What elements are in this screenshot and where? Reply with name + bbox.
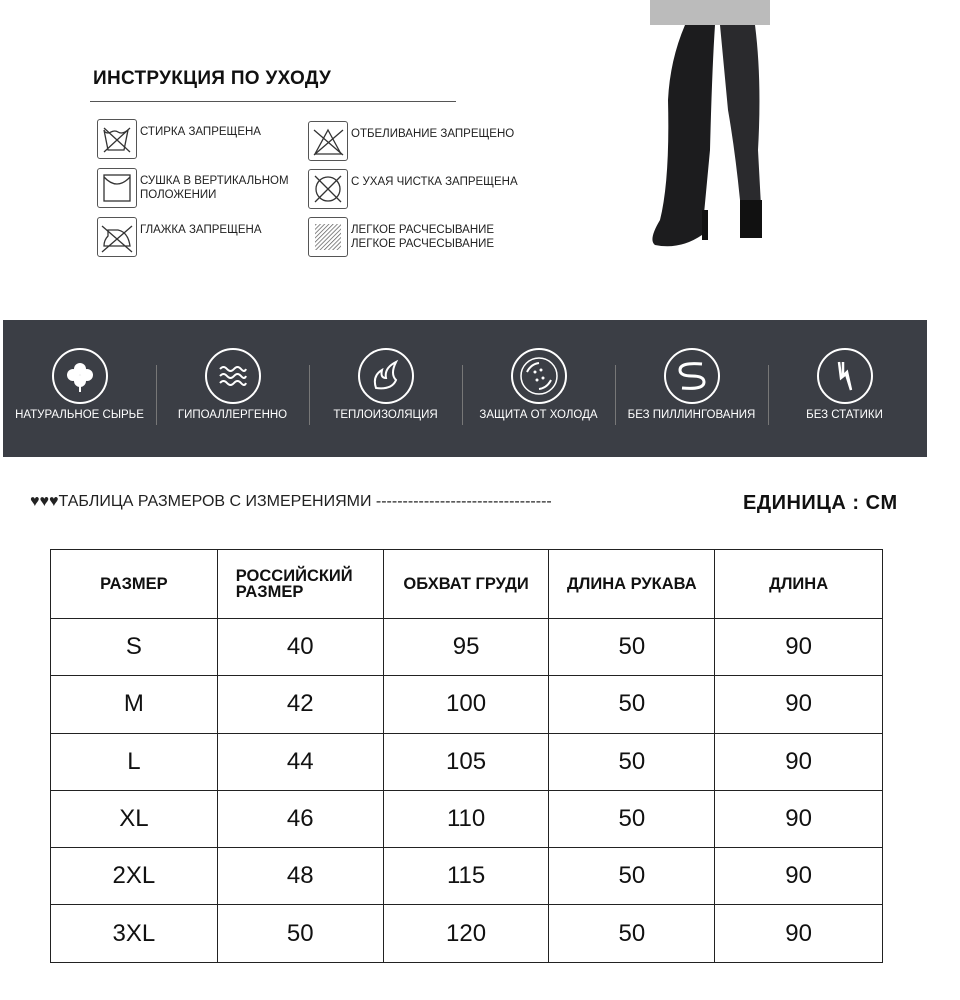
- table-cell: 50: [548, 904, 716, 963]
- table-cell: 50: [548, 617, 716, 677]
- feature-item: НАТУРАЛЬНОЕ СЫРЬЕ: [3, 320, 156, 457]
- table-cell: 90: [714, 904, 883, 963]
- feature-item: БЕЗ СТАТИКИ: [768, 320, 921, 457]
- feature-item: ГИПОАЛЛЕРГЕННО: [156, 320, 309, 457]
- divider: [90, 101, 456, 102]
- table-cell: 110: [382, 789, 550, 849]
- table-cell: 3XL: [50, 904, 218, 963]
- no-dry-clean-icon: [308, 169, 348, 209]
- table-cell: L: [50, 732, 218, 791]
- care-label: ОТБЕЛИВАНИЕ ЗАПРЕЩЕНО: [351, 128, 515, 140]
- divider: [462, 365, 463, 425]
- divider: [156, 365, 157, 425]
- table-cell: 90: [714, 617, 883, 677]
- waves-icon: [204, 348, 261, 404]
- care-item: ОТБЕЛИВАНИЕ ЗАПРЕЩЕНО: [308, 121, 514, 161]
- no-iron-icon: [97, 217, 137, 257]
- table-cell: 50: [548, 732, 716, 791]
- feature-item: БЕЗ ПИЛЛИНГОВАНИЯ: [615, 320, 768, 457]
- table-cell: 44: [216, 732, 384, 791]
- table-cell: 2XL: [50, 847, 218, 906]
- table-cell: 90: [714, 847, 883, 906]
- column-header: ОБХВАТ ГРУДИ: [382, 549, 550, 619]
- table-row: M 42 100 50 90: [50, 675, 883, 734]
- column-header: ДЛИНА: [714, 549, 883, 619]
- feature-item: ЗАЩИТА ОТ ХОЛОДА: [462, 320, 615, 457]
- care-item: ЛЕГКОЕ РАСЧЕСЫВАНИЕ ЛЕГКОЕ РАСЧЕСЫВАНИЕ: [308, 217, 494, 257]
- table-row: S 40 95 50 90: [50, 617, 883, 677]
- table-cell: 105: [382, 732, 550, 791]
- column-header: ДЛИНА РУКАВА: [548, 549, 716, 619]
- column-header: РОССИЙСКИЙ РАЗМЕР: [216, 549, 384, 619]
- feature-label: НАТУРАЛЬНОЕ СЫРЬЕ: [15, 409, 144, 421]
- table-cell: 40: [216, 617, 384, 677]
- table-cell: 90: [714, 675, 883, 734]
- table-cell: 50: [548, 675, 716, 734]
- no-pilling-icon: [663, 348, 720, 404]
- gentle-comb-icon: [308, 217, 348, 257]
- feature-label: БЕЗ СТАТИКИ: [806, 409, 883, 421]
- table-cell: 115: [382, 847, 550, 906]
- table-cell: 42: [216, 675, 384, 734]
- care-item: ГЛАЖКА ЗАПРЕЩЕНА: [97, 217, 262, 257]
- care-title: ИНСТРУКЦИЯ ПО УХОДУ: [93, 68, 332, 89]
- care-label: ГЛАЖКА ЗАПРЕЩЕНА: [140, 224, 262, 236]
- table-cell: XL: [50, 789, 218, 849]
- table-cell: 50: [548, 789, 716, 849]
- table-cell: 50: [216, 904, 384, 963]
- care-item: С УХАЯ ЧИСТКА ЗАПРЕЩЕНА: [308, 169, 518, 209]
- care-label: СУШКА В ВЕРТИКАЛЬНОМ ПОЛОЖЕНИИ: [140, 175, 289, 201]
- feature-label: БЕЗ ПИЛЛИНГОВАНИЯ: [627, 409, 756, 421]
- table-cell: 95: [382, 617, 550, 677]
- feature-label: ТЕПЛОИЗОЛЯЦИЯ: [333, 409, 438, 421]
- care-item: СТИРКА ЗАПРЕЩЕНА: [97, 119, 261, 159]
- table-cell: 48: [216, 847, 384, 906]
- table-cell: 120: [382, 904, 550, 963]
- dry-flat-icon: [97, 168, 137, 208]
- size-table: РАЗМЕР РОССИЙСКИЙ РАЗМЕР ОБХВАТ ГРУДИ ДЛИНА…: [50, 549, 883, 963]
- lightning-icon: [816, 348, 873, 404]
- divider: [309, 365, 310, 425]
- flame-icon: [357, 348, 414, 404]
- features-band: НАТУРАЛЬНОЕ СЫРЬЕ ГИПОАЛЛЕРГЕННО ТЕПЛОИЗОЛ…: [3, 320, 927, 457]
- snow-shield-icon: [510, 348, 567, 404]
- table-row: 3XL 50 120 50 90: [50, 904, 883, 963]
- table-row: 2XL 48 115 50 90: [50, 847, 883, 906]
- no-wash-icon: [97, 119, 137, 159]
- table-cell: S: [50, 617, 218, 677]
- column-header: РАЗМЕР: [50, 549, 218, 619]
- no-bleach-icon: [308, 121, 348, 161]
- clover-icon: [51, 348, 108, 404]
- feature-item: ТЕПЛОИЗОЛЯЦИЯ: [309, 320, 462, 457]
- table-cell: 100: [382, 675, 550, 734]
- feature-label: ЗАЩИТА ОТ ХОЛОДА: [479, 409, 598, 421]
- table-cell: M: [50, 675, 218, 734]
- table-cell: 90: [714, 732, 883, 791]
- care-label: С УХАЯ ЧИСТКА ЗАПРЕЩЕНА: [351, 176, 518, 188]
- table-cell: 90: [714, 789, 883, 849]
- table-cell: 46: [216, 789, 384, 849]
- care-label: СТИРКА ЗАПРЕЩЕНА: [140, 126, 261, 138]
- unit-label: ЕДИНИЦА : CM: [743, 492, 898, 514]
- care-item: СУШКА В ВЕРТИКАЛЬНОМ ПОЛОЖЕНИИ: [97, 168, 289, 208]
- feature-label: ГИПОАЛЛЕРГЕННО: [177, 409, 288, 421]
- divider: [615, 365, 616, 425]
- table-row: L 44 105 50 90: [50, 732, 883, 791]
- product-image-boots: [650, 0, 770, 247]
- table-cell: 50: [548, 847, 716, 906]
- divider: [768, 365, 769, 425]
- table-row: XL 46 110 50 90: [50, 789, 883, 849]
- size-table-heading: ♥♥♥ТАБЛИЦА РАЗМЕРОВ С ИЗМЕРЕНИЯМИ ------…: [30, 493, 552, 510]
- care-label: ЛЕГКОЕ РАСЧЕСЫВАНИЕ ЛЕГКОЕ РАСЧЕСЫВАНИЕ: [351, 224, 495, 250]
